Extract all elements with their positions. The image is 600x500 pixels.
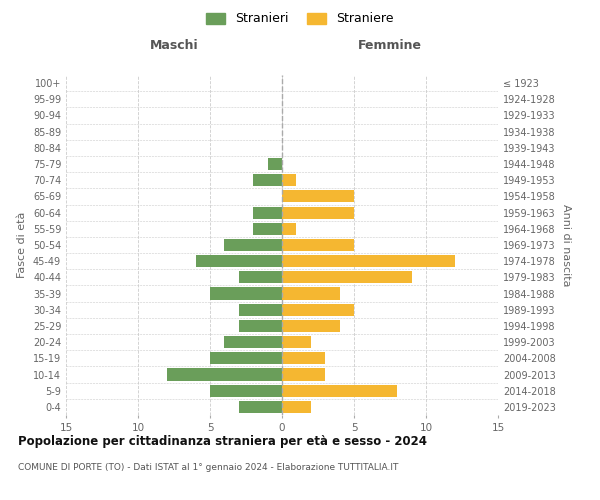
Bar: [282, 206, 354, 218]
Bar: [224, 239, 282, 251]
Bar: [268, 158, 282, 170]
Bar: [282, 174, 296, 186]
Bar: [282, 190, 354, 202]
Bar: [253, 206, 282, 218]
Text: Femmine: Femmine: [358, 40, 422, 52]
Bar: [282, 320, 340, 332]
Bar: [167, 368, 282, 380]
Bar: [196, 255, 282, 268]
Bar: [253, 222, 282, 235]
Bar: [253, 174, 282, 186]
Text: Popolazione per cittadinanza straniera per età e sesso - 2024: Popolazione per cittadinanza straniera p…: [18, 435, 427, 448]
Bar: [210, 288, 282, 300]
Bar: [239, 320, 282, 332]
Y-axis label: Fasce di età: Fasce di età: [17, 212, 27, 278]
Bar: [282, 384, 397, 397]
Bar: [282, 239, 354, 251]
Bar: [282, 272, 412, 283]
Bar: [224, 336, 282, 348]
Bar: [282, 288, 340, 300]
Bar: [282, 304, 354, 316]
Bar: [282, 222, 296, 235]
Y-axis label: Anni di nascita: Anni di nascita: [561, 204, 571, 286]
Bar: [239, 401, 282, 413]
Bar: [282, 401, 311, 413]
Bar: [282, 368, 325, 380]
Text: COMUNE DI PORTE (TO) - Dati ISTAT al 1° gennaio 2024 - Elaborazione TUTTITALIA.I: COMUNE DI PORTE (TO) - Dati ISTAT al 1° …: [18, 462, 398, 471]
Text: Maschi: Maschi: [149, 40, 199, 52]
Bar: [282, 336, 311, 348]
Bar: [210, 352, 282, 364]
Bar: [239, 304, 282, 316]
Bar: [239, 272, 282, 283]
Legend: Stranieri, Straniere: Stranieri, Straniere: [203, 8, 397, 29]
Bar: [210, 384, 282, 397]
Bar: [282, 352, 325, 364]
Bar: [282, 255, 455, 268]
